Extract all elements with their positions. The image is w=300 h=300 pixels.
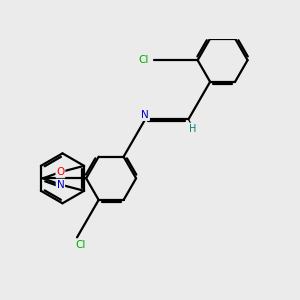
Text: H: H <box>189 124 196 134</box>
Text: Cl: Cl <box>256 0 266 1</box>
Text: Cl: Cl <box>75 240 85 250</box>
Text: N: N <box>141 110 149 120</box>
Text: Cl: Cl <box>139 55 149 65</box>
Text: N: N <box>56 180 64 190</box>
Text: O: O <box>56 167 64 177</box>
